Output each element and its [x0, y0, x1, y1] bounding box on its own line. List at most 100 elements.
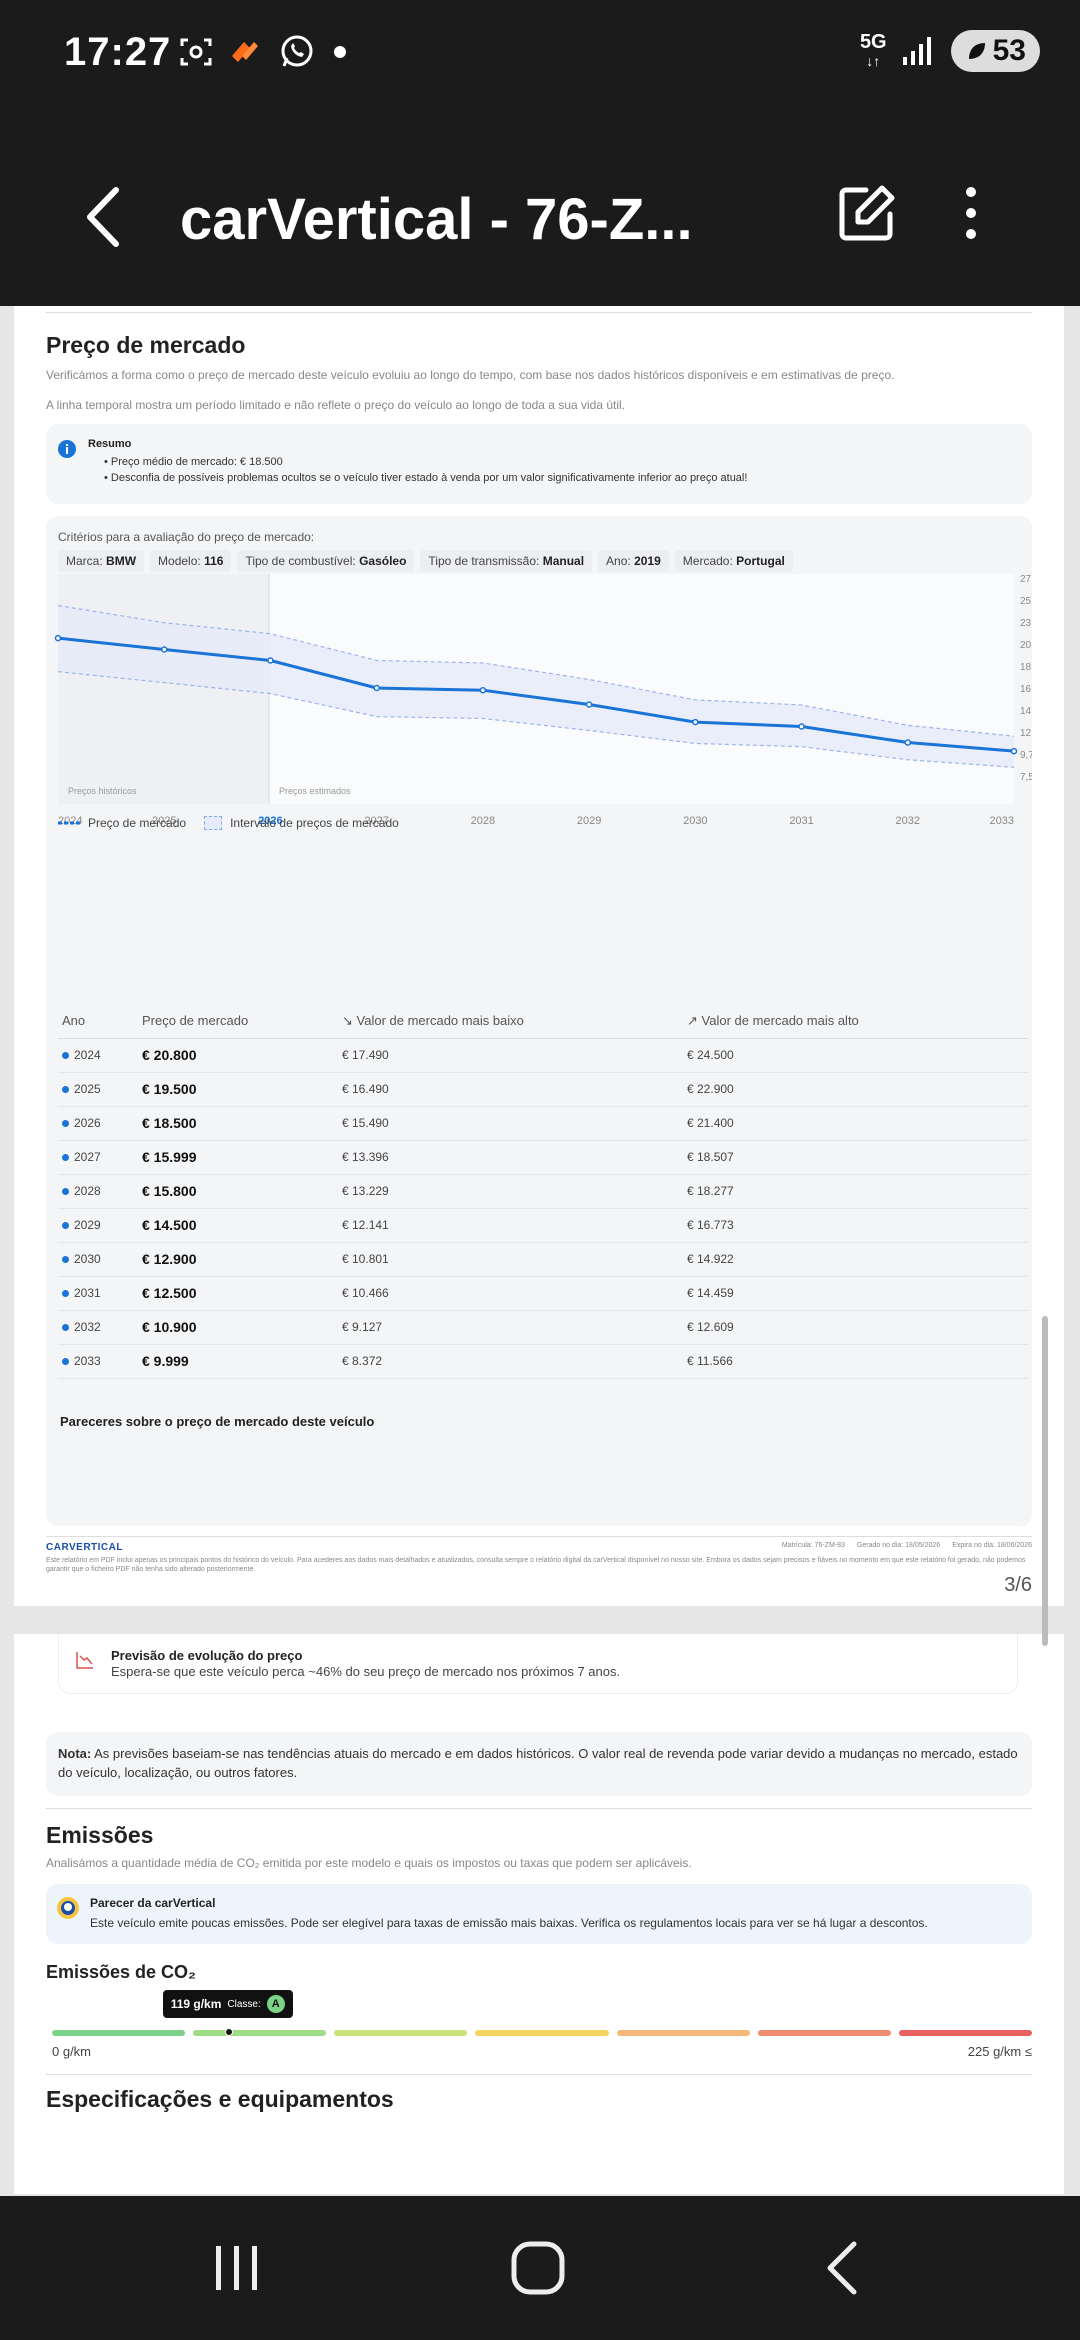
- cell-price: € 19.500: [138, 1072, 338, 1107]
- edit-icon[interactable]: [836, 182, 898, 244]
- info-icon: [58, 440, 76, 458]
- cell-year: 2031: [58, 1276, 138, 1311]
- x-tick-label: 2027: [364, 815, 388, 827]
- screenshot-icon: [180, 38, 212, 66]
- status-time: 17:27: [64, 30, 172, 74]
- cell-high: € 24.500: [683, 1038, 1028, 1073]
- legend-line-icon: [58, 821, 80, 825]
- cell-low: € 13.229: [338, 1174, 683, 1209]
- co2-marker: [224, 2028, 233, 2036]
- forecast-note: Nota: As previsões baseiam-se nas tendên…: [46, 1732, 1032, 1796]
- cell-low: € 8.372: [338, 1344, 683, 1379]
- y-tick-label: 20 mil: [1020, 640, 1032, 651]
- navigation-bar: [0, 2196, 1080, 2340]
- home-icon[interactable]: [510, 2240, 566, 2296]
- recent-apps-icon[interactable]: [212, 2240, 262, 2296]
- battery-indicator: 53: [950, 30, 1040, 72]
- summary-title: Resumo: [88, 438, 132, 450]
- summary-item: • Desconfia de possíveis problemas ocult…: [104, 472, 748, 484]
- forecast-box: Previsão de evolução do preço Espera-se …: [58, 1634, 1018, 1694]
- table-row: 2030 € 12.900 € 10.801 € 14.922: [58, 1242, 1028, 1277]
- y-tick-label: 18 mil: [1020, 662, 1032, 673]
- cell-year: 2026: [58, 1106, 138, 1141]
- price-point: [904, 739, 912, 746]
- table-row: 2024 € 20.800 € 17.490 € 24.500: [58, 1038, 1028, 1073]
- cell-low: € 9.127: [338, 1310, 683, 1345]
- forecast-text: Espera-se que este veículo perca ~46% do…: [111, 1664, 621, 1679]
- price-point: [1010, 747, 1018, 755]
- back-nav-icon[interactable]: [818, 2240, 868, 2296]
- battery-saver-icon: [968, 43, 985, 59]
- x-axis-ticks: 2024 2025 2026 2027 2028 2029 2030 2031 2032 2033: [58, 815, 1014, 827]
- cell-year: 2028: [58, 1174, 138, 1209]
- y-tick-label: 12 mil: [1020, 728, 1032, 739]
- table-row: 2032 € 10.900 € 9.127 € 12.609: [58, 1310, 1028, 1345]
- criteria-pill: Tipo de transmissão: Manual: [420, 550, 593, 572]
- y-tick-label: 16 mil: [1020, 684, 1032, 695]
- pdf-viewer[interactable]: Preço de mercado Verificámos a forma com…: [0, 306, 1080, 2196]
- market-desc-2: A linha temporal mostra um período limit…: [46, 398, 626, 412]
- price-point: [267, 657, 274, 664]
- table-row: 2025 € 19.500 € 16.490 € 22.900: [58, 1072, 1028, 1107]
- cell-year: 2032: [58, 1310, 138, 1345]
- footer-meta: Matrícula: 76-ZM-83 Gerado no dia: 18/05/…: [781, 1542, 1032, 1549]
- co2-scale-segment: [475, 2030, 609, 2036]
- network-type: 5G ↓↑: [859, 30, 887, 69]
- cell-price: € 14.500: [138, 1208, 338, 1243]
- signal-icon: [902, 37, 931, 65]
- chart-legend: Preço de mercado Intervalo de preços de …: [58, 816, 399, 830]
- estimated-label: Preços estimados: [279, 786, 351, 796]
- cell-year: 2027: [58, 1140, 138, 1175]
- back-arrow-icon[interactable]: [80, 182, 130, 252]
- criteria-pill: Mercado: Portugal: [674, 550, 793, 572]
- cell-high: € 12.609: [683, 1310, 1028, 1345]
- range-high-line: [57, 604, 1015, 737]
- more-vert-icon[interactable]: [956, 182, 986, 244]
- cell-year: 2029: [58, 1208, 138, 1243]
- co2-scale-segment: [757, 2030, 891, 2036]
- col-high: ↗ Valor de mercado mais alto: [683, 1004, 1028, 1039]
- cell-price: € 15.999: [138, 1140, 338, 1175]
- x-tick-label: 2032: [896, 815, 920, 827]
- co2-scale-segment: [898, 2030, 1032, 2036]
- historical-label: Preços históricos: [68, 786, 137, 796]
- y-axis-ticks: 27 mil 25 mil 23 mil 20 mil 18 mil 16 mil 14 m…: [1020, 574, 1032, 783]
- cell-high: € 16.773: [683, 1208, 1028, 1243]
- co2-min-label: 0 g/km: [52, 2044, 92, 2059]
- price-point: [479, 686, 487, 694]
- legend-range-swatch: [204, 816, 223, 830]
- cell-high: € 14.459: [683, 1276, 1028, 1311]
- cell-price: € 20.800: [138, 1038, 338, 1073]
- section-title-market-price: Preço de mercado: [46, 332, 246, 358]
- market-price-line: [54, 634, 1018, 755]
- x-tick-label: 2026: [258, 815, 282, 827]
- criteria-list: Marca: BMW Modelo: 116 Tipo de combustível…: [58, 550, 799, 572]
- col-price: Preço de mercado: [138, 1004, 338, 1039]
- price-point: [692, 718, 699, 726]
- criteria-pill: Marca: BMW: [58, 550, 145, 572]
- price-point: [160, 646, 168, 653]
- cell-high: € 22.900: [683, 1072, 1028, 1107]
- co2-title: Emissões de CO₂: [46, 1962, 197, 1982]
- co2-scale-segment: [193, 2030, 327, 2036]
- y-tick-label: 14 mil: [1020, 706, 1032, 717]
- app-bar: carVertical - 76-Z...: [0, 110, 1080, 306]
- cell-price: € 18.500: [138, 1106, 338, 1141]
- cell-high: € 21.400: [683, 1106, 1028, 1141]
- price-point: [54, 634, 62, 642]
- legend-price: Preço de mercado: [88, 816, 187, 830]
- summary-box: Resumo • Preço médio de mercado: € 18.50…: [46, 424, 1032, 504]
- emissions-opinion-text: Este veículo emite poucas emissões. Pode…: [90, 1916, 928, 1930]
- cell-price: € 12.900: [138, 1242, 338, 1277]
- criteria-title: Critérios para a avaliação do preço de m…: [58, 530, 315, 544]
- forecast-title: Previsão de evolução do preço: [111, 1648, 303, 1663]
- footer-brand: CARVERTICAL: [46, 1542, 123, 1553]
- scrollbar-thumb[interactable]: [1042, 1316, 1048, 1646]
- cell-low: € 10.466: [338, 1276, 683, 1311]
- emissions-opinion-title: Parecer da carVertical: [90, 1896, 216, 1910]
- cell-year: 2030: [58, 1242, 138, 1277]
- cell-low: € 16.490: [338, 1072, 683, 1107]
- table-row: 2026 € 18.500 € 15.490 € 21.400: [58, 1106, 1028, 1141]
- table-row: 2027 € 15.999 € 13.396 € 18.507: [58, 1140, 1028, 1175]
- cell-year: 2033: [58, 1344, 138, 1379]
